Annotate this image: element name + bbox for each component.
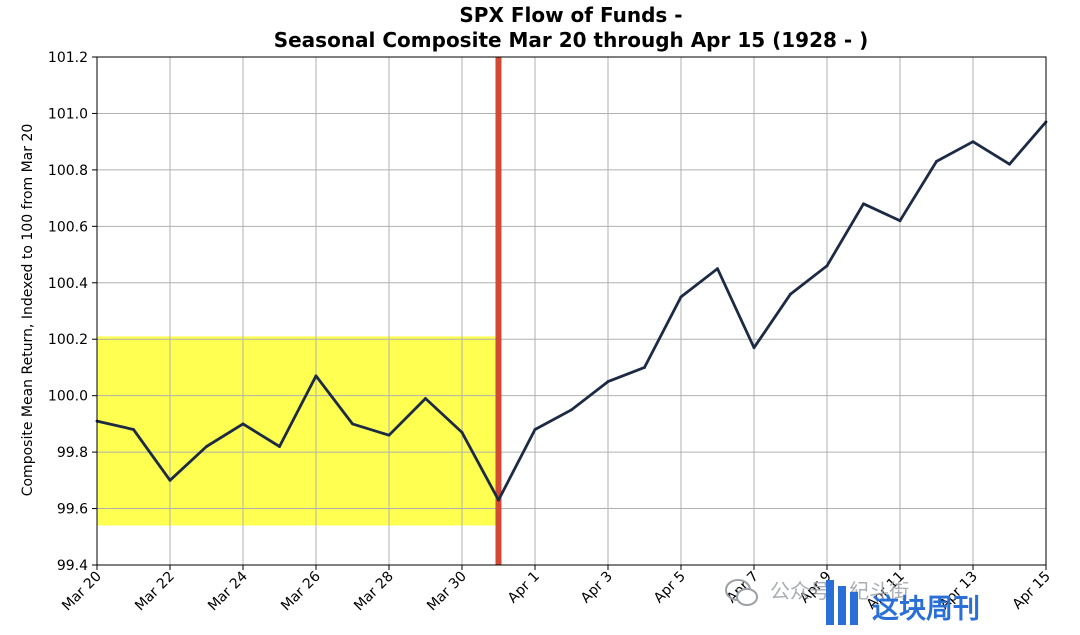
- data-point: [825, 264, 829, 268]
- data-point: [1008, 162, 1011, 166]
- x-tick-label: Apr 5: [651, 569, 689, 607]
- data-point: [716, 267, 719, 271]
- chart-title-line-1: SPX Flow of Funds -: [459, 3, 682, 27]
- data-point: [241, 422, 245, 426]
- y-tick-label: 101.0: [48, 106, 88, 122]
- data-point: [935, 160, 938, 163]
- y-tick-label: 99.8: [57, 445, 88, 461]
- brand-logo-icon: [826, 580, 858, 625]
- y-tick-label: 100.6: [48, 219, 88, 235]
- y-axis-label: Composite Mean Return, Indexed to 100 fr…: [20, 124, 36, 497]
- y-tick-label: 100.2: [48, 332, 88, 348]
- data-point: [351, 422, 354, 426]
- y-tick-label: 99.4: [57, 558, 88, 574]
- data-point: [862, 202, 865, 206]
- data-point: [570, 408, 573, 412]
- data-point: [460, 430, 464, 434]
- data-point: [606, 380, 610, 383]
- x-tick-label: Apr 1: [505, 569, 543, 607]
- data-point: [533, 428, 537, 431]
- data-point: [752, 346, 756, 350]
- highlight-region: [97, 336, 499, 526]
- y-tick-labels: 99.4 99.6 99.8 100.0 100.2 100.4 100.6 100.8 101…: [48, 50, 88, 574]
- x-tick-label: Mar 22: [132, 569, 178, 615]
- data-point: [789, 292, 792, 296]
- data-point: [132, 428, 135, 431]
- y-tick-label: 101.2: [48, 50, 88, 66]
- wechat-icon: [725, 579, 758, 606]
- data-point: [314, 374, 318, 378]
- x-tick-label: Mar 28: [351, 569, 397, 615]
- x-tick-label: Apr 15: [1010, 569, 1054, 613]
- x-tick-label: Mar 20: [59, 569, 105, 615]
- x-tick-label: Mar 26: [278, 568, 324, 614]
- data-point: [898, 219, 902, 223]
- data-point: [679, 295, 683, 299]
- highlight-layer: [97, 336, 499, 526]
- chart-title-line-2: Seasonal Composite Mar 20 through Apr 15…: [274, 28, 869, 52]
- axes-layer: [92, 56, 1047, 570]
- x-tick-label: Apr 3: [578, 569, 616, 607]
- y-tick-label: 100.4: [48, 276, 88, 292]
- y-tick-label: 100.8: [48, 163, 88, 179]
- data-point: [387, 433, 391, 437]
- data-point: [424, 397, 427, 400]
- data-point: [205, 445, 208, 448]
- watermark: 公众号 · 紀斗街 这块周刊: [725, 579, 980, 625]
- data-point: [643, 366, 646, 369]
- x-tick-label: Mar 30: [424, 569, 470, 615]
- x-tick-label: Mar 24: [205, 568, 251, 614]
- data-point: [497, 498, 500, 502]
- series-layer: [95, 120, 1048, 502]
- data-point: [971, 140, 975, 144]
- plot-frame: [96, 56, 1047, 566]
- watermark-brand: 这块周刊: [872, 593, 980, 625]
- y-tick-label: 99.6: [57, 502, 88, 518]
- data-point: [168, 478, 172, 482]
- y-tick-label: 100.0: [48, 389, 88, 405]
- data-point: [278, 445, 281, 448]
